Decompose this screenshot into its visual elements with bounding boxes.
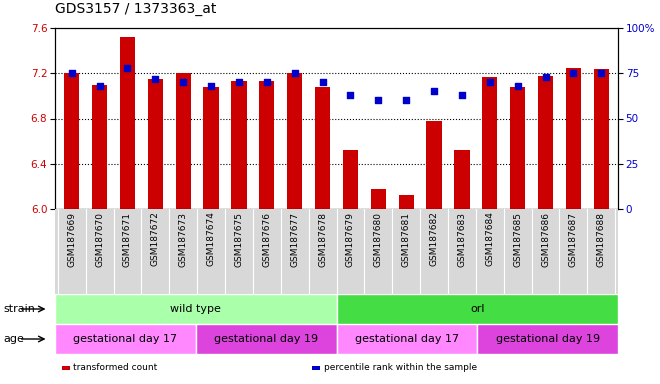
- Bar: [55, 324, 196, 354]
- Point: [568, 70, 579, 76]
- Bar: [510, 87, 525, 209]
- Bar: [343, 150, 358, 209]
- Bar: [337, 294, 618, 324]
- Text: GSM187676: GSM187676: [262, 212, 271, 266]
- Text: transformed count: transformed count: [73, 364, 157, 372]
- Bar: [176, 73, 191, 209]
- Bar: [120, 37, 135, 209]
- Bar: [566, 68, 581, 209]
- Bar: [426, 121, 442, 209]
- Bar: [454, 150, 469, 209]
- Point: [206, 83, 216, 89]
- Text: GSM187669: GSM187669: [67, 212, 76, 266]
- Point: [290, 70, 300, 76]
- Text: GSM187688: GSM187688: [597, 212, 606, 266]
- Text: GSM187670: GSM187670: [95, 212, 104, 266]
- Text: GSM187685: GSM187685: [513, 212, 522, 266]
- Bar: [593, 69, 609, 209]
- Text: GSM187673: GSM187673: [179, 212, 187, 266]
- Point: [401, 97, 411, 103]
- Text: gestational day 17: gestational day 17: [355, 334, 459, 344]
- Text: gestational day 19: gestational day 19: [214, 334, 318, 344]
- Point: [429, 88, 440, 94]
- Bar: [477, 324, 618, 354]
- Point: [484, 79, 495, 85]
- Bar: [203, 87, 218, 209]
- Point: [512, 83, 523, 89]
- Bar: [55, 294, 337, 324]
- Text: GSM187674: GSM187674: [207, 212, 216, 266]
- Point: [178, 79, 189, 85]
- Bar: [371, 189, 386, 209]
- Text: GSM187671: GSM187671: [123, 212, 132, 266]
- Bar: [231, 81, 247, 209]
- Text: GSM187675: GSM187675: [234, 212, 244, 266]
- Text: GSM187683: GSM187683: [457, 212, 467, 266]
- Text: GDS3157 / 1373363_at: GDS3157 / 1373363_at: [55, 2, 216, 16]
- Point: [345, 92, 356, 98]
- Bar: [148, 79, 163, 209]
- Point: [373, 97, 383, 103]
- Bar: [92, 84, 108, 209]
- Point: [596, 70, 607, 76]
- Text: GSM187680: GSM187680: [374, 212, 383, 266]
- Bar: [337, 324, 477, 354]
- Text: gestational day 17: gestational day 17: [73, 334, 178, 344]
- Text: GSM187672: GSM187672: [151, 212, 160, 266]
- Text: GSM187682: GSM187682: [430, 212, 438, 266]
- Point: [317, 79, 328, 85]
- Bar: [259, 81, 275, 209]
- Text: GSM187686: GSM187686: [541, 212, 550, 266]
- Bar: [196, 324, 337, 354]
- Point: [261, 79, 272, 85]
- Text: percentile rank within the sample: percentile rank within the sample: [323, 364, 477, 372]
- Text: GSM187687: GSM187687: [569, 212, 578, 266]
- Text: age: age: [3, 334, 24, 344]
- Point: [150, 76, 160, 82]
- Text: orl: orl: [470, 304, 484, 314]
- Point: [541, 74, 551, 80]
- Bar: [64, 73, 79, 209]
- Bar: [399, 195, 414, 209]
- Text: GSM187679: GSM187679: [346, 212, 355, 266]
- Text: GSM187681: GSM187681: [402, 212, 411, 266]
- Text: GSM187677: GSM187677: [290, 212, 299, 266]
- Point: [94, 83, 105, 89]
- Text: wild type: wild type: [170, 304, 221, 314]
- Point: [67, 70, 77, 76]
- Point: [457, 92, 467, 98]
- Bar: [538, 76, 553, 209]
- Text: strain: strain: [3, 304, 35, 314]
- Point: [234, 79, 244, 85]
- Bar: [482, 77, 498, 209]
- Bar: [315, 87, 330, 209]
- Text: GSM187678: GSM187678: [318, 212, 327, 266]
- Text: gestational day 19: gestational day 19: [496, 334, 600, 344]
- Point: [122, 65, 133, 71]
- Bar: [287, 73, 302, 209]
- Text: GSM187684: GSM187684: [485, 212, 494, 266]
